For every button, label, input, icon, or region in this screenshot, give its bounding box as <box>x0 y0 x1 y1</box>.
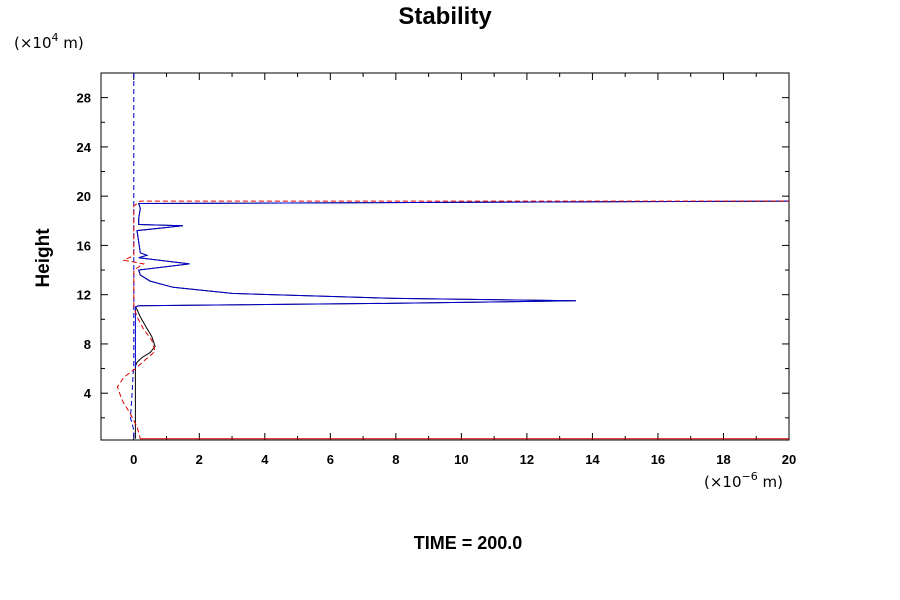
x-axis-ticks: 0 2 4 6 8 10 12 14 16 18 20 <box>100 73 796 467</box>
x-tick-label: 12 <box>520 452 534 467</box>
footer-time: TIME = 200.0 <box>414 533 523 553</box>
y-unit-label: (×104 m) <box>14 31 84 52</box>
y-tick-label: 16 <box>77 238 91 253</box>
x-tick-label: 14 <box>585 452 600 467</box>
y-axis-ticks: 4 8 12 16 20 24 28 <box>77 72 789 419</box>
y-tick-label: 4 <box>84 386 92 401</box>
y-unit-prefix: (×10 <box>14 34 52 52</box>
x-unit-exponent: −6 <box>742 470 758 483</box>
x-tick-label: 8 <box>392 452 399 467</box>
chart-title: Stability <box>398 3 492 30</box>
x-tick-label: 6 <box>327 452 334 467</box>
x-unit-prefix: (×10 <box>704 473 742 491</box>
x-tick-label: 2 <box>196 452 203 467</box>
y-tick-label: 28 <box>77 91 91 106</box>
x-tick-label: 20 <box>782 452 796 467</box>
y-tick-label: 8 <box>84 337 91 352</box>
plot-frame <box>100 72 790 441</box>
y-axis-label: Height <box>33 228 54 288</box>
series-line-3 <box>129 73 135 440</box>
x-tick-label: 10 <box>454 452 468 467</box>
y-unit-exponent: 4 <box>52 31 59 44</box>
x-unit-suffix: m) <box>758 473 783 491</box>
x-tick-label: 18 <box>716 452 730 467</box>
x-tick-label: 4 <box>261 452 269 467</box>
y-unit-suffix: m) <box>59 34 84 52</box>
series-layer <box>116 73 790 440</box>
series-line-4 <box>116 200 789 440</box>
series-line-2 <box>134 200 790 369</box>
y-tick-label: 12 <box>77 288 91 303</box>
x-unit-label: (×10−6 m) <box>704 470 783 491</box>
x-tick-label: 0 <box>130 452 137 467</box>
x-tick-label: 16 <box>651 452 665 467</box>
y-tick-label: 20 <box>77 189 91 204</box>
y-tick-label: 24 <box>77 140 92 155</box>
series-line-1 <box>134 200 790 439</box>
